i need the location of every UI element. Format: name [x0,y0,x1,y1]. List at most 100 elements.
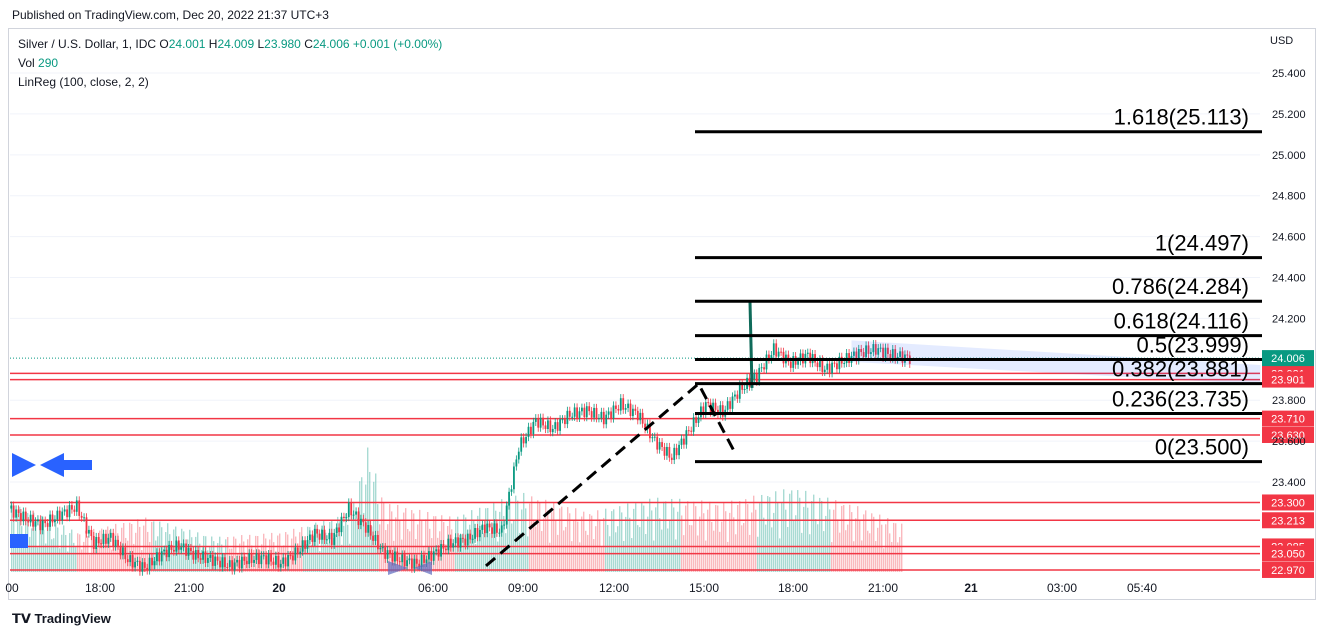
volume-bar [839,532,841,572]
volume-bar [595,526,597,572]
price-label-box [1262,545,1314,562]
volume-bar [873,516,875,572]
candle-body [226,567,229,569]
candle-body [173,549,175,552]
volume-bar [333,538,335,572]
volume-bar [541,531,543,572]
legend-indicator-row[interactable]: LinReg (100, close, 2, 2) [18,75,149,89]
candle-body [627,403,629,409]
tradingview-logo[interactable]: 𝗧𝗩 TradingView [12,611,111,627]
candle-body [326,539,328,541]
volume-bar [493,502,495,572]
candle-body [343,516,345,518]
candle-body [180,547,183,550]
volume-bar [607,524,609,572]
price-axis[interactable]: 23.93123.90123.71023.63023.30023.21323.0… [1262,35,1314,578]
candle-body [595,407,598,419]
candle-body [122,547,124,556]
volume-bar [543,518,545,572]
volume-bar [613,509,615,572]
volume-bar [571,541,573,572]
small-arrow-left-icon [414,561,432,575]
candle-body [279,563,282,568]
candle-body [806,352,809,354]
y-tick-label: 25.000 [1272,150,1306,162]
volume-bar [293,528,295,572]
candle-body [483,524,486,534]
fib-label-0: 0(23.500) [1155,435,1249,460]
candle-body [488,523,491,528]
candle-body [177,540,180,550]
fib-label-0.382: 0.382(23.881) [1112,357,1249,382]
volume-bar [427,512,429,572]
volume-bar [85,530,87,572]
symbol-title[interactable]: Silver / U.S. Dollar, 1, IDC [18,37,157,51]
price-label-box [1262,561,1314,578]
y-tick-label: 24.400 [1272,273,1306,285]
candle-body [449,538,452,548]
candle-body [695,417,697,423]
candle-body [590,411,593,418]
candle-body [294,547,297,561]
volume-bar [775,491,777,572]
candle-body [734,394,736,397]
candle-body [54,519,56,523]
candle-body [549,420,552,433]
candle-body [287,555,289,567]
volume-bar [597,510,599,572]
volume-bar [497,541,499,572]
fib-label-0.618: 0.618(24.116) [1114,309,1249,334]
volume-bar [603,517,605,572]
volume-bar [563,530,565,572]
x-tick-label: 09:00 [508,581,538,595]
candle-body [386,550,389,559]
volume-bar [547,510,549,572]
candle-body [653,436,656,438]
volume-bar [499,511,501,572]
candle-body [114,539,117,547]
volume-bar [435,516,437,572]
time-axis[interactable]: 00 18:00 21:00 20 06:00 09:00 12:00 15:00 18:00 2… [5,581,1157,595]
volume-bar [345,513,347,572]
volume-bar [641,502,643,572]
volume-bar [407,529,409,572]
candle-body [27,521,30,523]
volume-bar [737,504,739,572]
volume-bar [397,504,399,572]
x-tick-label: 20 [272,581,286,595]
small-arrow-right-icon [388,561,408,575]
last-price-box [1262,350,1314,367]
volume-bar [659,518,661,572]
volume-bar [877,527,879,572]
volume-bar [325,532,327,572]
candle-body [848,353,850,363]
axis-currency: USD [1270,35,1293,47]
candle-body [505,505,508,525]
volume-bar [301,527,303,572]
legend-volume-row[interactable]: Vol 290 [18,54,442,73]
candle-body [758,367,761,382]
candle-body [260,555,263,565]
candle-body [634,408,637,411]
volume-bar [63,525,65,572]
candle-body [299,551,302,554]
candle-body [717,409,719,415]
candle-body [442,544,445,549]
volume-bar [677,511,679,572]
candle-body [384,547,387,559]
candle-body [153,561,156,566]
volume-bar [891,541,893,572]
drawing-marker-icon [10,534,28,548]
candle-body [207,557,209,563]
candle-body [479,529,481,538]
volume-bar [357,518,359,572]
candle-body [148,557,151,571]
volume-bar [167,523,169,572]
candle-body [420,554,423,567]
volume-bar [843,505,845,572]
price-label: 23.901 [1271,375,1305,387]
volume-bar [121,527,123,572]
volume-bar [533,519,535,572]
volume-bar [725,511,727,572]
